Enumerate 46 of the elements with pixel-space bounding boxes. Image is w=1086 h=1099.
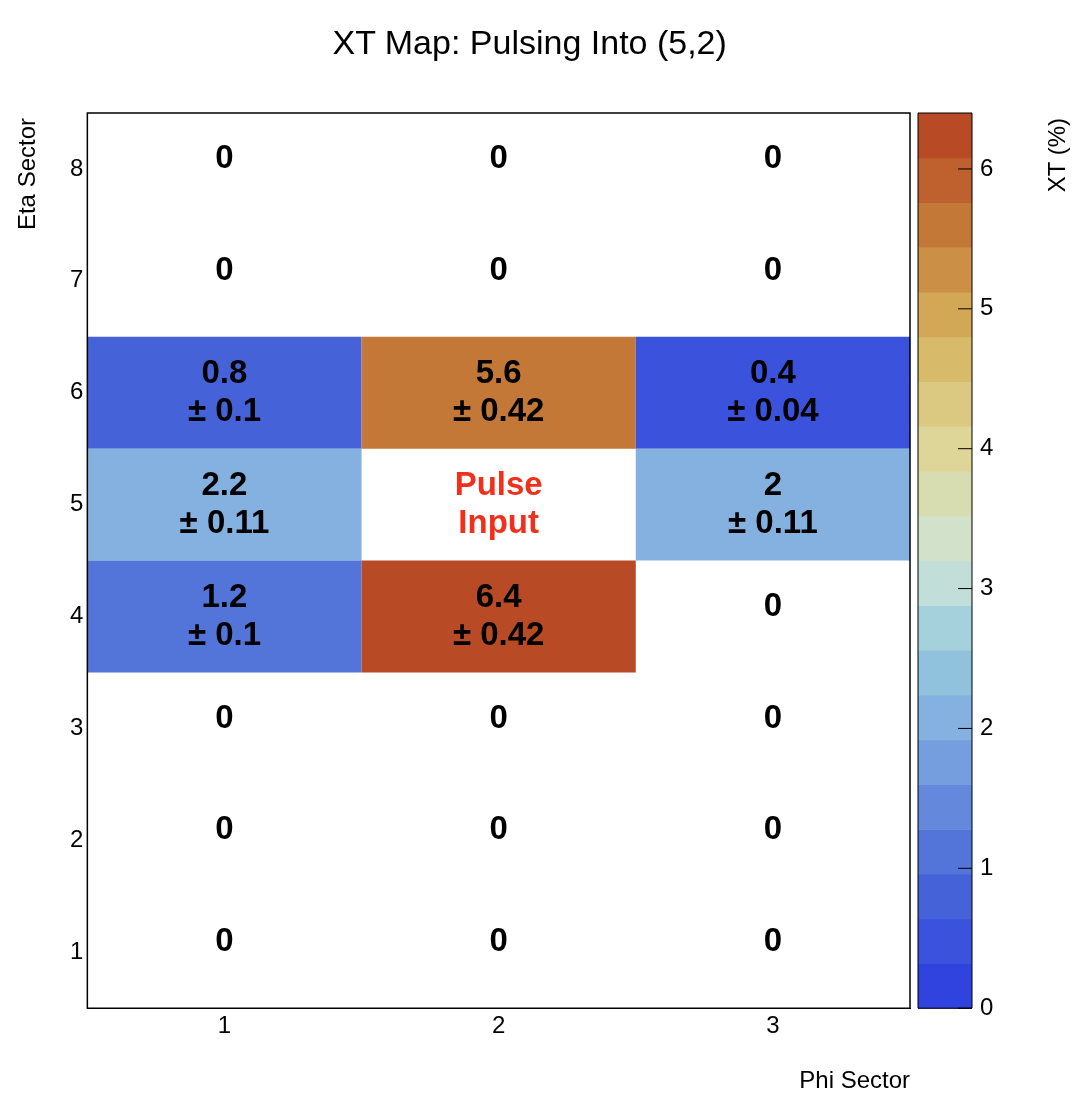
text: 0 bbox=[763, 138, 783, 176]
data-label: 0.4 ± 0.04 bbox=[727, 352, 820, 428]
x-tick-label: 3 bbox=[766, 1011, 780, 1039]
x-axis-title: Phi Sector bbox=[799, 1066, 911, 1093]
text: 0 bbox=[763, 585, 783, 623]
y-tick-label: 6 bbox=[69, 377, 84, 405]
text: 0 bbox=[763, 249, 783, 287]
y-axis-title: Eta Sector bbox=[12, 118, 40, 231]
text: 0 bbox=[215, 921, 234, 959]
chart-title: XT Map: Pulsing Into (5,2) bbox=[332, 23, 727, 62]
text: 0 bbox=[763, 697, 783, 735]
y-tick-label: 7 bbox=[69, 265, 84, 293]
data-label: 1.2 ± 0.1 bbox=[187, 576, 262, 652]
y-tick-label: 1 bbox=[69, 936, 84, 964]
color-bar-label: 3 bbox=[980, 573, 994, 601]
text: 0 bbox=[489, 921, 508, 959]
text: 0 bbox=[489, 809, 508, 847]
data-label: 2.2 ± 0.11 bbox=[179, 464, 270, 540]
data-label: 6.4 ± 0.42 bbox=[452, 576, 545, 652]
text: 0 bbox=[489, 697, 508, 735]
y-tick-label: 4 bbox=[69, 601, 84, 629]
color-bar-label: 2 bbox=[980, 713, 994, 741]
color-bar-title: XT (%) bbox=[1042, 118, 1070, 193]
x-tick-label: 1 bbox=[217, 1011, 232, 1039]
y-tick-label: 2 bbox=[69, 824, 84, 852]
text: 0 bbox=[215, 249, 234, 287]
text: Pulse Input bbox=[454, 464, 543, 540]
text: 0 bbox=[215, 138, 234, 176]
y-tick-label: 8 bbox=[69, 153, 84, 181]
y-tick-label: 5 bbox=[69, 489, 84, 517]
data-label: 5.6 ± 0.42 bbox=[452, 352, 545, 428]
y-tick-label: 3 bbox=[69, 713, 84, 741]
text: 0 bbox=[215, 697, 234, 735]
data-label: 0.8 ± 0.1 bbox=[187, 352, 262, 428]
x-tick-label: 2 bbox=[491, 1011, 506, 1039]
text: 0 bbox=[763, 921, 783, 959]
data-label: 2 ± 0.11 bbox=[728, 464, 818, 540]
color-bar-label: 1 bbox=[980, 852, 994, 880]
color-bar-label: 6 bbox=[980, 153, 994, 181]
text: 0 bbox=[215, 809, 234, 847]
text: 0 bbox=[489, 249, 508, 287]
text: 0 bbox=[763, 809, 783, 847]
text: 0 bbox=[489, 138, 508, 176]
color-bar-label: 5 bbox=[980, 293, 994, 321]
color-bar-label: 0 bbox=[980, 992, 994, 1020]
color-bar-label: 4 bbox=[980, 433, 994, 461]
